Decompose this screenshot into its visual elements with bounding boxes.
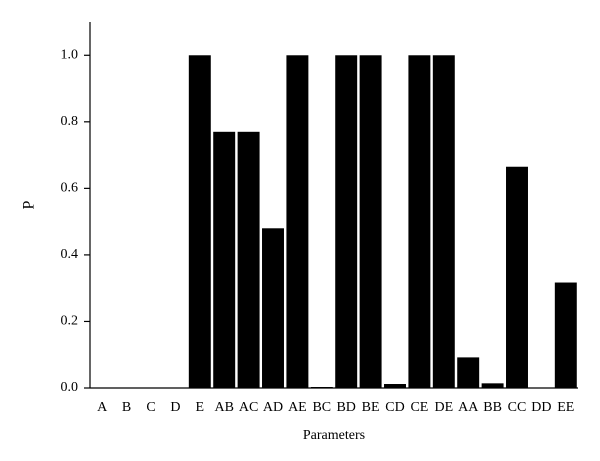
bar	[432, 55, 455, 388]
bar	[286, 55, 309, 388]
bar	[408, 55, 431, 388]
x-axis-label: Parameters	[303, 428, 365, 443]
x-tick-label: CC	[508, 400, 527, 415]
x-tick-label: BB	[483, 400, 502, 415]
y-tick-label: 1.0	[61, 47, 79, 62]
bar	[335, 55, 358, 388]
bar	[457, 357, 480, 388]
bar	[481, 383, 504, 388]
x-tick-label: E	[196, 400, 205, 415]
y-tick-label: 0.8	[61, 114, 79, 129]
bar	[506, 166, 528, 388]
x-tick-label: BE	[362, 400, 380, 415]
x-tick-label: AA	[458, 400, 479, 415]
x-tick-label: CE	[410, 400, 428, 415]
x-tick-label: DE	[434, 400, 453, 415]
x-tick-label: B	[122, 400, 131, 415]
x-tick-label: AE	[288, 400, 307, 415]
x-tick-label: DD	[531, 400, 551, 415]
y-axis-label: P	[21, 200, 38, 209]
y-tick-label: 0.4	[61, 247, 79, 262]
bar	[359, 55, 382, 388]
x-tick-label: AB	[214, 400, 233, 415]
bar	[237, 131, 260, 389]
x-tick-label: AD	[263, 400, 283, 415]
x-tick-label: CD	[385, 400, 404, 415]
bar	[188, 55, 211, 388]
y-tick-label: 0.0	[61, 380, 79, 395]
bar	[262, 228, 284, 388]
bar	[310, 387, 333, 388]
x-tick-label: AC	[239, 400, 258, 415]
x-tick-label: D	[170, 400, 180, 415]
bar	[384, 384, 406, 388]
bar	[213, 131, 236, 389]
x-tick-label: C	[146, 400, 155, 415]
x-tick-label: BD	[336, 400, 355, 415]
bar	[554, 282, 577, 388]
y-tick-label: 0.6	[61, 181, 79, 196]
x-tick-label: A	[97, 400, 108, 415]
x-tick-label: EE	[557, 400, 574, 415]
y-tick-label: 0.2	[61, 314, 79, 329]
x-tick-label: BC	[312, 400, 331, 415]
